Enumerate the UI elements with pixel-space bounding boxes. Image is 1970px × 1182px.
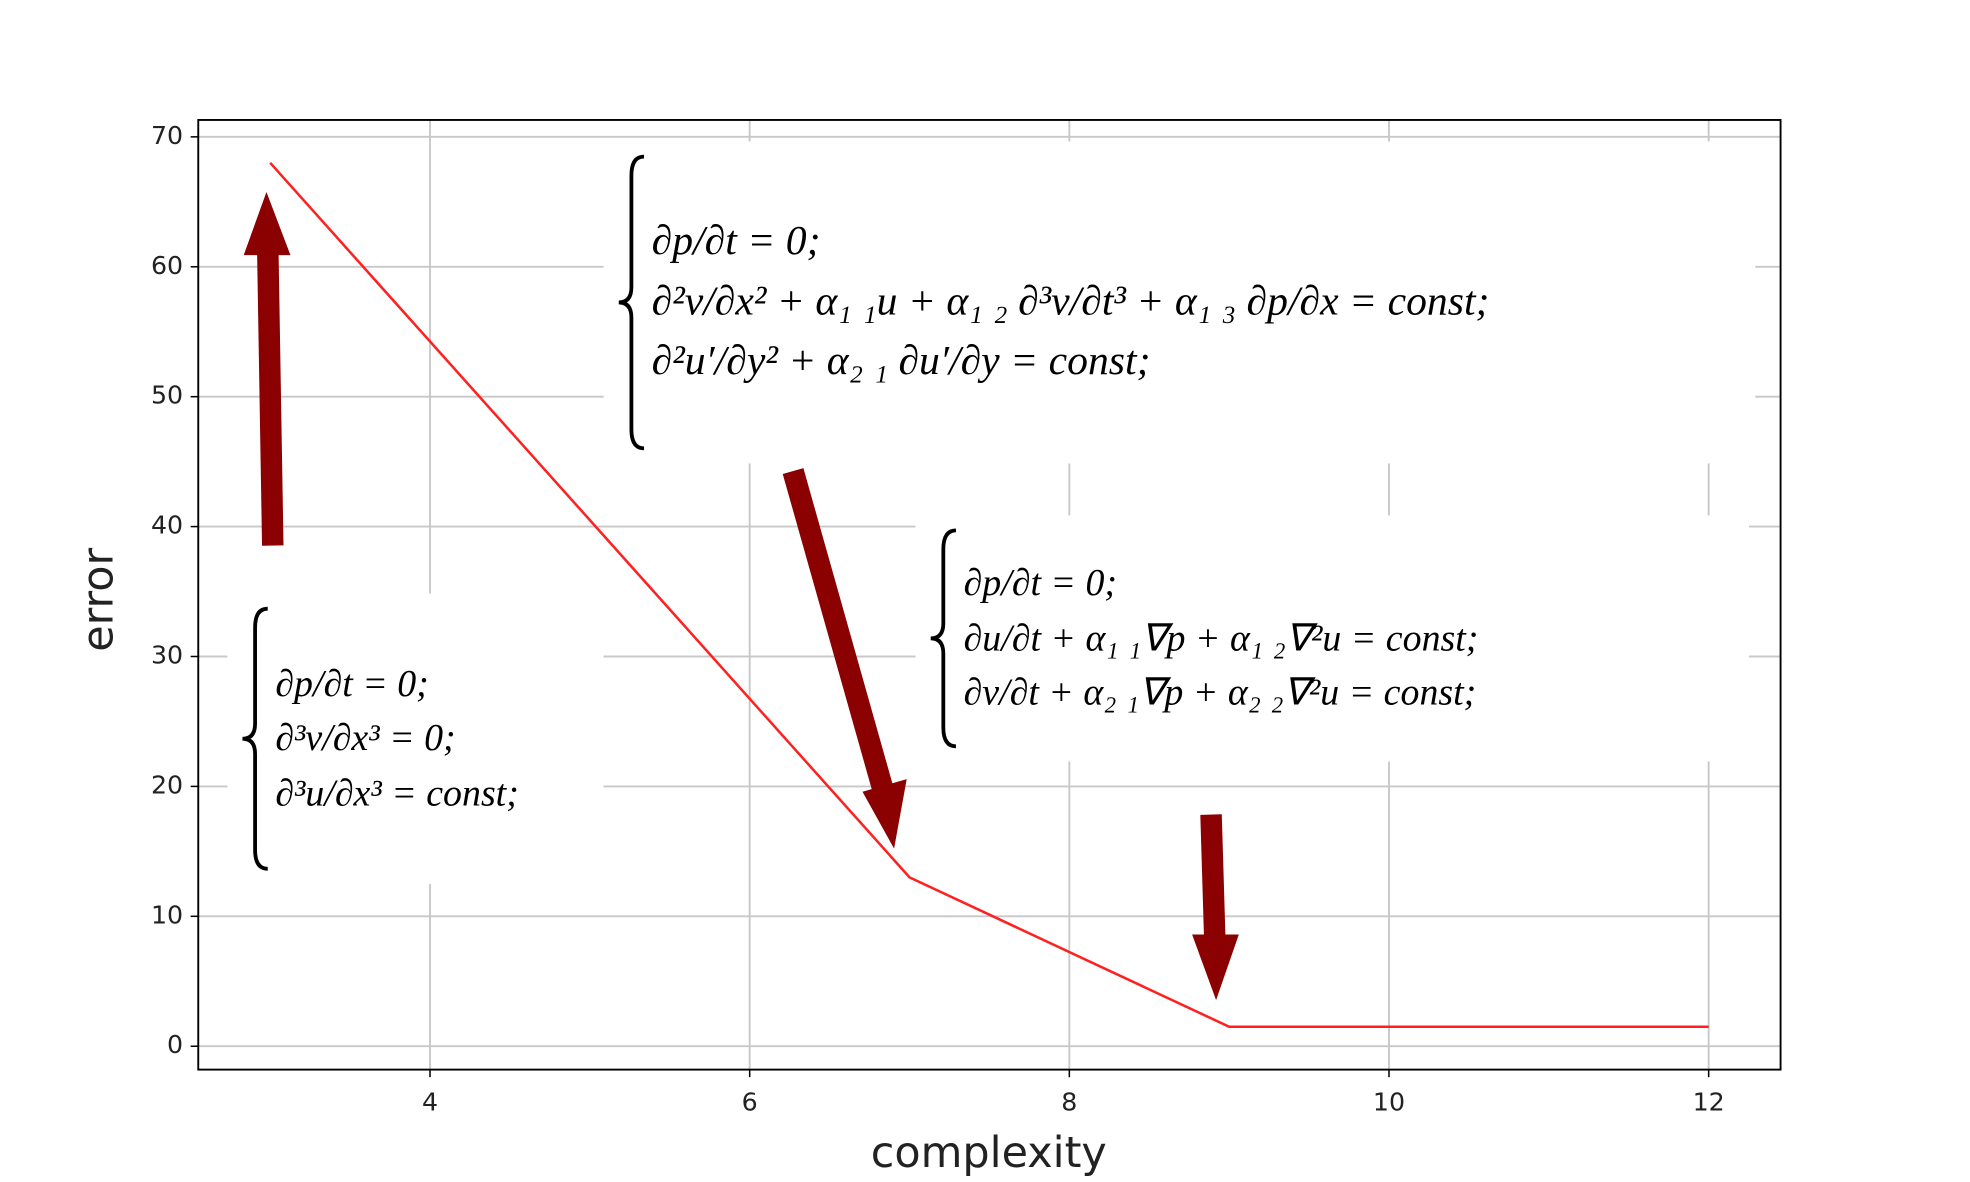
equation-line: ∂p/∂t = 0; xyxy=(651,218,821,264)
y-tick-label: 30 xyxy=(151,640,183,669)
y-tick-label: 10 xyxy=(151,900,183,929)
annotations: ∂p/∂t = 0; ∂²v/∂x² + α₁ ₁u + α₁ ₂ ∂³v/∂t³… xyxy=(227,141,1756,884)
x-tick-label: 6 xyxy=(742,1088,758,1117)
y-tick-label: 0 xyxy=(167,1030,183,1059)
arrow xyxy=(256,246,284,546)
arrows xyxy=(243,191,1239,1001)
equation-line: ∂v/∂t + α₂ ₁∇p + α₂ ₂∇²u = const; xyxy=(963,672,1477,714)
equation-line: ∂u/∂t + α₁ ₁∇p + α₁ ₂∇²u = const; xyxy=(963,617,1479,659)
equation-line: ∂p/∂t = 0; xyxy=(275,662,429,705)
arrow-head xyxy=(243,191,291,256)
y-tick-label: 40 xyxy=(151,511,183,540)
equation-box: ∂p/∂t = 0; ∂u/∂t + α₁ ₁∇p + α₁ ₂∇²u = con… xyxy=(915,515,1750,762)
plot: 4 6 8 10 12 0 10 20 30 40 50 60 70 xyxy=(151,121,1725,1117)
plot-frame xyxy=(197,119,1782,1071)
brace xyxy=(930,528,957,749)
arrow-head xyxy=(862,779,907,849)
arrow-head xyxy=(1192,934,1239,1001)
equation-box: ∂p/∂t = 0; ∂³v/∂x³ = 0; ∂³u/∂x³ = const; xyxy=(227,593,604,884)
arrow xyxy=(1200,814,1226,942)
x-tick-label: 8 xyxy=(1061,1088,1077,1117)
y-tick-label: 70 xyxy=(151,121,183,150)
y-tick-label: 60 xyxy=(151,251,183,280)
arrow xyxy=(782,468,895,796)
equation-line: ∂²u′/∂y² + α₂ ₁ ∂u′/∂y = const; xyxy=(651,338,1151,385)
equation-line: ∂p/∂t = 0; xyxy=(963,562,1118,604)
x-tick-label: 4 xyxy=(422,1088,438,1117)
equation-system: ∂p/∂t = 0; ∂u/∂t + α₁ ₁∇p + α₁ ₂∇²u = con… xyxy=(915,515,1750,762)
equation-line: ∂³u/∂x³ = const; xyxy=(275,772,519,815)
y-axis-label: error xyxy=(74,548,124,652)
brace xyxy=(242,606,268,871)
x-axis-label: complexity xyxy=(871,1128,1107,1178)
equation-system: ∂p/∂t = 0; ∂²v/∂x² + α₁ ₁u + α₁ ₂ ∂³v/∂t³… xyxy=(603,141,1756,464)
y-tick-label: 20 xyxy=(151,770,183,799)
y-tick-label: 50 xyxy=(151,381,183,410)
equation-line: ∂³v/∂x³ = 0; xyxy=(275,717,456,760)
x-tick-label: 10 xyxy=(1373,1088,1405,1117)
x-tick-label: 12 xyxy=(1693,1088,1725,1117)
brace xyxy=(618,154,645,451)
equation-system: ∂p/∂t = 0; ∂³v/∂x³ = 0; ∂³u/∂x³ = const; xyxy=(227,593,604,884)
line xyxy=(269,161,1709,1029)
equation-box: ∂p/∂t = 0; ∂²v/∂x² + α₁ ₁u + α₁ ₂ ∂³v/∂t³… xyxy=(603,141,1756,464)
equation-line: ∂²v/∂x² + α₁ ₁u + α₁ ₂ ∂³v/∂t³ + α₁ ₃ ∂p… xyxy=(651,278,1490,325)
